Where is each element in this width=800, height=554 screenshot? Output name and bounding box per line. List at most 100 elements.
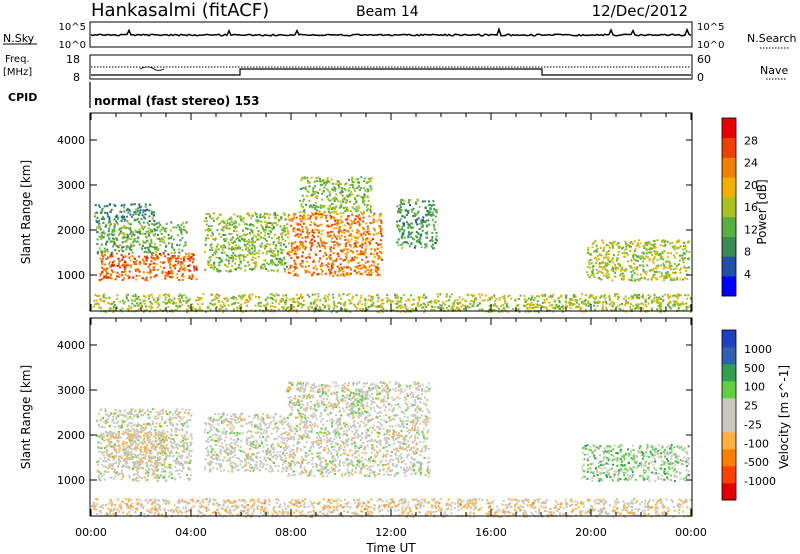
scatter-cell-region-3	[254, 264, 257, 267]
scatter-cell-region-7	[648, 248, 651, 251]
scatter-cell-region-0	[138, 275, 141, 277]
scatter-cell-region-4	[339, 269, 342, 272]
scatter-cell-region-3	[248, 249, 251, 252]
scatter-cell-region-0	[179, 416, 182, 419]
scatter-cell-region-4	[338, 226, 341, 229]
scatter-cell-region-8	[491, 308, 494, 311]
scatter-cell-region-0	[142, 467, 145, 470]
scatter-cell-region-8	[679, 303, 682, 305]
scatter-cell-region-4	[306, 231, 308, 234]
scatter-cell-region-3	[263, 228, 266, 231]
scatter-cell-region-4	[364, 241, 367, 244]
scatter-cell-region-3	[284, 262, 287, 265]
scatter-cell-region-0	[141, 441, 144, 444]
scatter-cell-region-7	[598, 254, 601, 257]
scatter-cell-region-4	[291, 249, 293, 252]
scatter-cell-region-4	[379, 230, 382, 233]
scatter-cell-region-8	[473, 294, 475, 297]
scatter-cell-region-3	[251, 237, 254, 240]
scatter-cell-region-7	[609, 241, 611, 244]
scatter-cell-region-2	[120, 216, 123, 219]
scatter-cell-region-0	[103, 451, 106, 453]
scatter-cell-region-8	[274, 306, 277, 308]
scatter-cell-region-8	[246, 300, 249, 303]
scatter-cell-region-3	[242, 217, 245, 220]
scatter-cell-region-3	[279, 225, 282, 228]
scatter-cell-region-1	[105, 243, 107, 246]
scatter-cell-region-1	[110, 436, 113, 439]
scatter-cell-region-0	[132, 456, 135, 459]
scatter-cell-region-6	[402, 223, 405, 226]
scatter-cell-region-0	[134, 269, 137, 272]
scatter-cell-region-8	[553, 299, 556, 302]
scatter-cell-region-7	[611, 267, 614, 270]
scatter-cell-region-4	[357, 253, 360, 256]
scatter-cell-region-3	[254, 212, 257, 214]
scatter-cell-region-6	[408, 224, 411, 227]
scatter-cell-region-5	[345, 200, 348, 203]
scatter-cell-region-0	[99, 457, 102, 460]
scatter-cell-region-1	[163, 227, 165, 230]
scatter-cell-region-8	[144, 296, 147, 299]
scatter-cell-region-8	[296, 300, 299, 303]
scatter-cell-region-1	[161, 450, 164, 453]
scatter-cell-region-4	[368, 215, 371, 218]
scatter-cell-region-8	[326, 295, 329, 298]
scatter-cell-region-8	[492, 304, 495, 307]
scatter-cell-region-0	[130, 259, 132, 262]
scatter-cell-region-8	[480, 293, 483, 296]
scatter-cell-region-0	[104, 421, 107, 424]
scatter-cell-region-8	[436, 293, 439, 296]
scatter-cell-region-4	[357, 235, 360, 238]
scatter-cell-region-4	[311, 273, 314, 276]
scatter-cell-region-3	[235, 221, 237, 224]
scatter-cell-region-4	[316, 224, 319, 227]
scatter-cell-region-8	[96, 294, 99, 297]
scatter-cell-region-0	[164, 410, 167, 413]
scatter-cell-region-8	[112, 307, 115, 310]
scatter-cell-region-3	[225, 254, 228, 256]
scatter-cell-region-0	[136, 469, 139, 472]
scatter-cell-region-8	[518, 310, 521, 313]
scatter-cell-region-4	[327, 268, 330, 271]
scatter-cell-region-2	[153, 214, 156, 217]
scatter-cell-region-4	[374, 270, 377, 273]
scatter-cell-region-3	[235, 230, 238, 233]
scatter-cell-region-3	[214, 237, 217, 240]
scatter-cell-region-4	[322, 241, 325, 244]
scatter-cell-region-8	[158, 294, 161, 297]
scatter-cell-region-4	[370, 239, 373, 242]
scatter-cell-region-0	[169, 411, 172, 414]
scatter-cell-region-0	[155, 469, 158, 472]
scatter-cell-region-4	[336, 242, 339, 245]
scatter-cell-region-4	[376, 253, 379, 256]
scatter-cell-region-8	[524, 300, 527, 303]
scatter-cell-region-8	[381, 310, 384, 313]
scatter-cell-region-7	[684, 277, 687, 280]
scatter-cell-region-3	[237, 254, 240, 257]
scatter-cell-region-3	[210, 217, 213, 220]
scatter-cell-region-1	[116, 239, 119, 242]
scatter-cell-region-5	[342, 201, 345, 203]
scatter-cell-region-4	[309, 215, 312, 218]
scatter-cell-region-5	[328, 191, 331, 194]
scatter-cell-region-3	[211, 253, 214, 256]
scatter-cell-region-0	[182, 463, 185, 466]
scatter-cell-region-8	[517, 308, 520, 311]
scatter-cell-region-2	[129, 210, 132, 213]
scatter-cell-region-8	[456, 302, 459, 304]
scatter-cell-region-0	[119, 472, 122, 475]
scatter-cell-region-4	[361, 253, 364, 255]
scatter-cell-region-3	[278, 259, 281, 262]
scatter-cell-region-8	[659, 302, 662, 304]
scatter-cell-region-2	[144, 209, 147, 212]
scatter-cell-region-8	[214, 297, 217, 300]
scatter-cell-region-8	[127, 305, 130, 308]
scatter-cell-region-8	[515, 304, 518, 307]
scatter-cell-region-5	[308, 199, 311, 202]
scatter-cell-region-4	[365, 269, 368, 272]
scatter-cell-region-4	[335, 237, 338, 240]
scatter-cell-region-4	[317, 242, 320, 245]
scatter-cell-region-0	[186, 462, 189, 465]
scatter-cell-region-4	[309, 246, 312, 249]
